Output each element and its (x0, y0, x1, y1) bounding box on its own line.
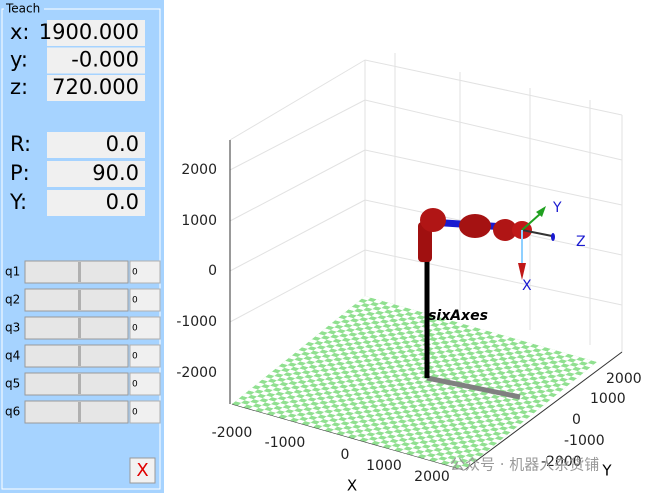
y-tick-label: 0 (572, 412, 581, 428)
joint-slider[interactable] (24, 400, 129, 424)
field-label: x: (10, 20, 30, 44)
x-tick-label: -1000 (265, 435, 306, 451)
field-value: 720.000 (52, 75, 139, 99)
panel-border (1, 8, 161, 490)
joint-value: 0 (132, 352, 138, 362)
field-box (47, 47, 145, 74)
frame-y: Y (552, 200, 562, 216)
joint-label: q2 (5, 293, 20, 307)
field-value: 90.0 (92, 161, 139, 185)
field-box (47, 161, 145, 187)
joint-slider[interactable] (24, 372, 129, 396)
watermark: 公众号 · 机器人杂货铺 (450, 456, 599, 474)
joint-value: 0 (132, 268, 138, 278)
y-axis (463, 351, 623, 471)
robot-name: sixAxes (428, 308, 488, 324)
z-tick-label: -2000 (176, 365, 217, 381)
joint-slider[interactable] (24, 344, 129, 368)
field-box (47, 75, 145, 101)
joint-slider[interactable] (24, 260, 129, 284)
joint-value: 0 (132, 296, 138, 306)
slider-thumb (78, 262, 81, 282)
joint-value: 0 (132, 380, 138, 390)
joint-label: q6 (5, 405, 20, 419)
controls: x: 1900.000 y: -0.000 z: 720.000 R: 0.0 P: 90.0 Y:… (5, 20, 161, 484)
field-label: R: (10, 132, 31, 156)
z-tick-label: 1000 (181, 213, 217, 229)
joint-value-box[interactable] (129, 316, 161, 340)
joint-label: q5 (5, 377, 20, 391)
y-tick-label: -1000 (564, 433, 605, 449)
joint-value: 0 (132, 324, 138, 334)
x-tick-label: -2000 (212, 425, 253, 441)
field-value: 0.0 (106, 132, 139, 156)
joint-slider[interactable] (24, 316, 129, 340)
frame-z: Z (576, 234, 586, 250)
field-label: P: (10, 161, 30, 185)
joint-value-box[interactable] (129, 288, 161, 312)
z-tick-label: -1000 (176, 314, 217, 330)
slider-thumb (78, 402, 81, 422)
plot-area: 2000 1000 0 -1000 -2000 -2000 -1000 0 1000 2000 -2… (176, 53, 642, 493)
base-link (426, 375, 521, 400)
field-value: -0.000 (71, 48, 139, 72)
frame-x: X (522, 278, 532, 294)
slider-thumb (78, 318, 81, 338)
field-value: 1900.000 (39, 20, 139, 44)
box-grid (229, 53, 623, 352)
joint-value-box[interactable] (129, 372, 161, 396)
joint-slider[interactable] (24, 288, 129, 312)
y-tick-label: 2000 (606, 371, 642, 387)
field-label: y: (10, 48, 28, 72)
joint-value-box[interactable] (129, 260, 161, 284)
y-tick-label: 1000 (590, 391, 626, 407)
field-label: Y: (9, 190, 27, 214)
slider-thumb (78, 290, 81, 310)
z-tick-label: 2000 (181, 162, 217, 178)
field-box (47, 132, 145, 158)
close-button[interactable] (129, 457, 156, 484)
slider-thumb (78, 374, 81, 394)
x-tick-label: 0 (341, 447, 350, 463)
close-label: X (136, 460, 148, 481)
field-value: 0.0 (106, 190, 139, 214)
joint-label: q4 (5, 349, 20, 363)
y-axis-label: Y (601, 462, 612, 480)
field-label: z: (10, 75, 28, 99)
joint-value-box[interactable] (129, 344, 161, 368)
plot-labels: 2000 1000 0 -1000 -2000 -2000 -1000 0 1000 2000 -2… (176, 162, 641, 485)
joint-label: q1 (5, 265, 20, 279)
slider-thumb (78, 346, 81, 366)
x-tick-label: 2000 (414, 469, 450, 485)
joint-value: 0 (132, 408, 138, 418)
x-axis-label: X (347, 477, 357, 493)
title-bg (4, 2, 44, 16)
y-tick-label: -2000 (541, 454, 582, 470)
x-tick-label: 1000 (366, 458, 402, 474)
joint-value-box[interactable] (129, 400, 161, 424)
field-box (47, 20, 145, 46)
floor (232, 295, 598, 471)
z-tick-label: 0 (208, 263, 217, 279)
robot-arm (418, 206, 555, 280)
field-box (47, 190, 145, 216)
joint-label: q3 (5, 321, 20, 335)
panel-title: Teach (5, 2, 40, 16)
